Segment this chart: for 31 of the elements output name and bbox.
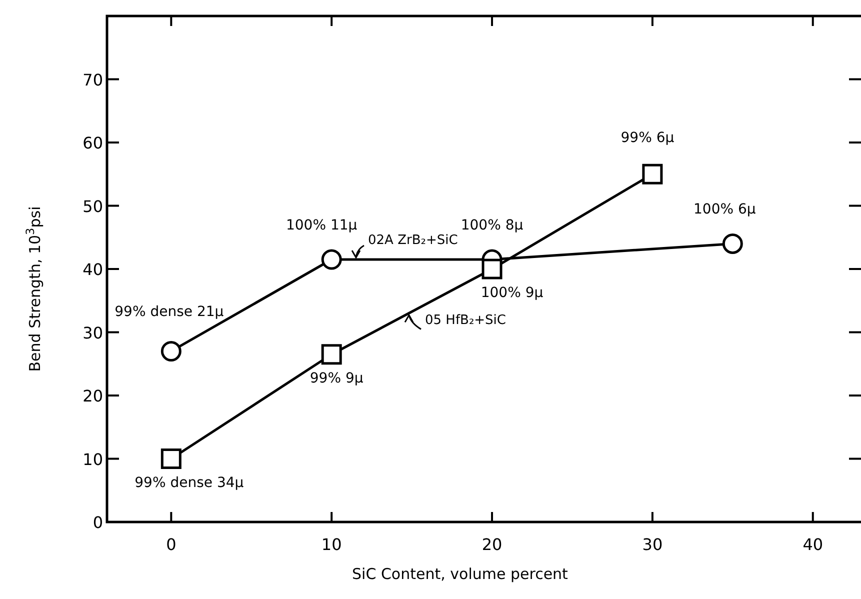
annotation: 100% 8μ: [460, 218, 524, 234]
x-tick-label: 40: [802, 535, 824, 554]
annotation: 99% 6μ: [620, 130, 674, 146]
annotation: 99% dense 21μ: [114, 304, 224, 320]
x-axis-title: SiC Content, volume percent: [352, 565, 568, 583]
annotation: 99% 9μ: [310, 370, 364, 386]
annotation: 100% 6μ: [694, 202, 756, 218]
annotation: 99% dense 34μ: [134, 474, 244, 491]
x-tick-label: 0: [166, 535, 176, 554]
point: [160, 340, 182, 362]
legend-label: 05 HfB₂+SiC: [425, 313, 506, 328]
x-tick-label: 10: [321, 535, 342, 554]
point: [722, 233, 743, 254]
point: [482, 258, 502, 280]
y-tick-label: 70: [82, 70, 103, 90]
y-tick-label: 20: [82, 386, 103, 406]
y-tick-label: 0: [92, 513, 103, 532]
point: [321, 344, 342, 365]
point: [642, 164, 663, 184]
y-tick-label: 40: [82, 260, 103, 279]
series-label: 02A ZrB₂+SiC: [368, 233, 458, 248]
point: [321, 249, 342, 270]
x-tick-label: 30: [642, 535, 663, 554]
point: [160, 448, 182, 469]
y-tick-label: 50: [82, 196, 103, 216]
x-tick-label: 20: [482, 535, 502, 554]
annotation: 100% 9μ: [480, 285, 544, 301]
y-tick-label: 30: [82, 323, 103, 342]
y-tick-label: 60: [82, 134, 103, 152]
annotation: 100% 11μ: [286, 218, 358, 234]
y-tick-label: 10: [82, 450, 103, 469]
